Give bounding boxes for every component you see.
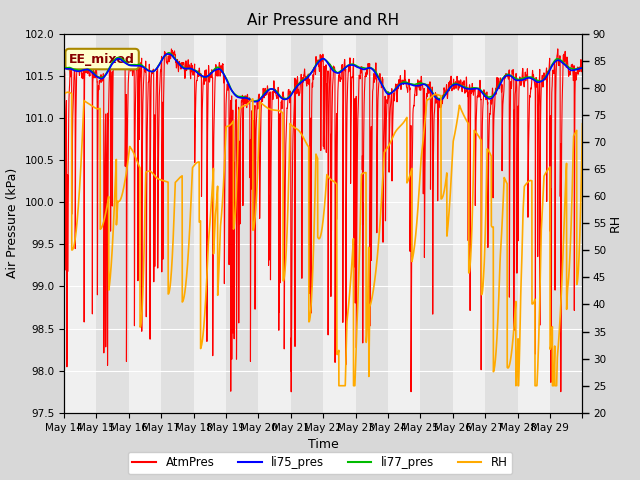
li75_pres [504, 72, 512, 78]
li77_pres [60, 65, 68, 71]
li77_pres [579, 65, 586, 71]
li75_pres [168, 52, 175, 58]
AtmPres [491, 103, 499, 108]
AtmPres [370, 79, 378, 85]
Bar [550, 34, 582, 413]
li75_pres [60, 66, 68, 72]
AtmPres [465, 84, 473, 90]
AtmPres [287, 389, 295, 395]
Bar [97, 34, 129, 413]
Line: li75_pres: li75_pres [64, 54, 582, 102]
AtmPres [579, 57, 586, 63]
AtmPres [504, 73, 512, 79]
li77_pres [165, 50, 173, 56]
Bar [161, 34, 193, 413]
RH [335, 383, 343, 389]
RH [491, 363, 499, 369]
RH [342, 343, 350, 348]
RH [60, 91, 68, 97]
RH [64, 89, 72, 95]
li75_pres [371, 68, 378, 74]
li75_pres [252, 99, 259, 105]
AtmPres [342, 239, 350, 245]
li77_pres [250, 98, 258, 104]
Legend: AtmPres, li75_pres, li77_pres, RH: AtmPres, li75_pres, li77_pres, RH [128, 452, 512, 474]
Line: li77_pres: li77_pres [64, 53, 582, 101]
Bar [485, 34, 518, 413]
li75_pres [579, 65, 586, 71]
li75_pres [465, 86, 473, 92]
AtmPres [168, 46, 175, 52]
Y-axis label: Air Pressure (kPa): Air Pressure (kPa) [6, 168, 19, 278]
Text: EE_mixed: EE_mixed [69, 53, 135, 66]
Bar [291, 34, 323, 413]
li77_pres [342, 64, 350, 70]
AtmPres [60, 61, 68, 67]
Line: AtmPres: AtmPres [64, 49, 582, 392]
X-axis label: Time: Time [308, 438, 339, 451]
RH [579, 121, 586, 127]
Y-axis label: RH: RH [609, 214, 622, 232]
li77_pres [504, 72, 512, 77]
li75_pres [164, 51, 172, 57]
li77_pres [168, 52, 175, 58]
li77_pres [491, 90, 499, 96]
AtmPres [554, 46, 561, 52]
RH [504, 365, 512, 371]
RH [371, 282, 378, 288]
li75_pres [342, 64, 350, 70]
Line: RH: RH [64, 92, 582, 386]
li77_pres [371, 67, 378, 73]
Title: Air Pressure and RH: Air Pressure and RH [247, 13, 399, 28]
Bar [356, 34, 388, 413]
Bar [420, 34, 453, 413]
RH [465, 269, 473, 275]
RH [168, 266, 175, 272]
li75_pres [491, 91, 499, 97]
Bar [226, 34, 259, 413]
li77_pres [465, 86, 473, 92]
